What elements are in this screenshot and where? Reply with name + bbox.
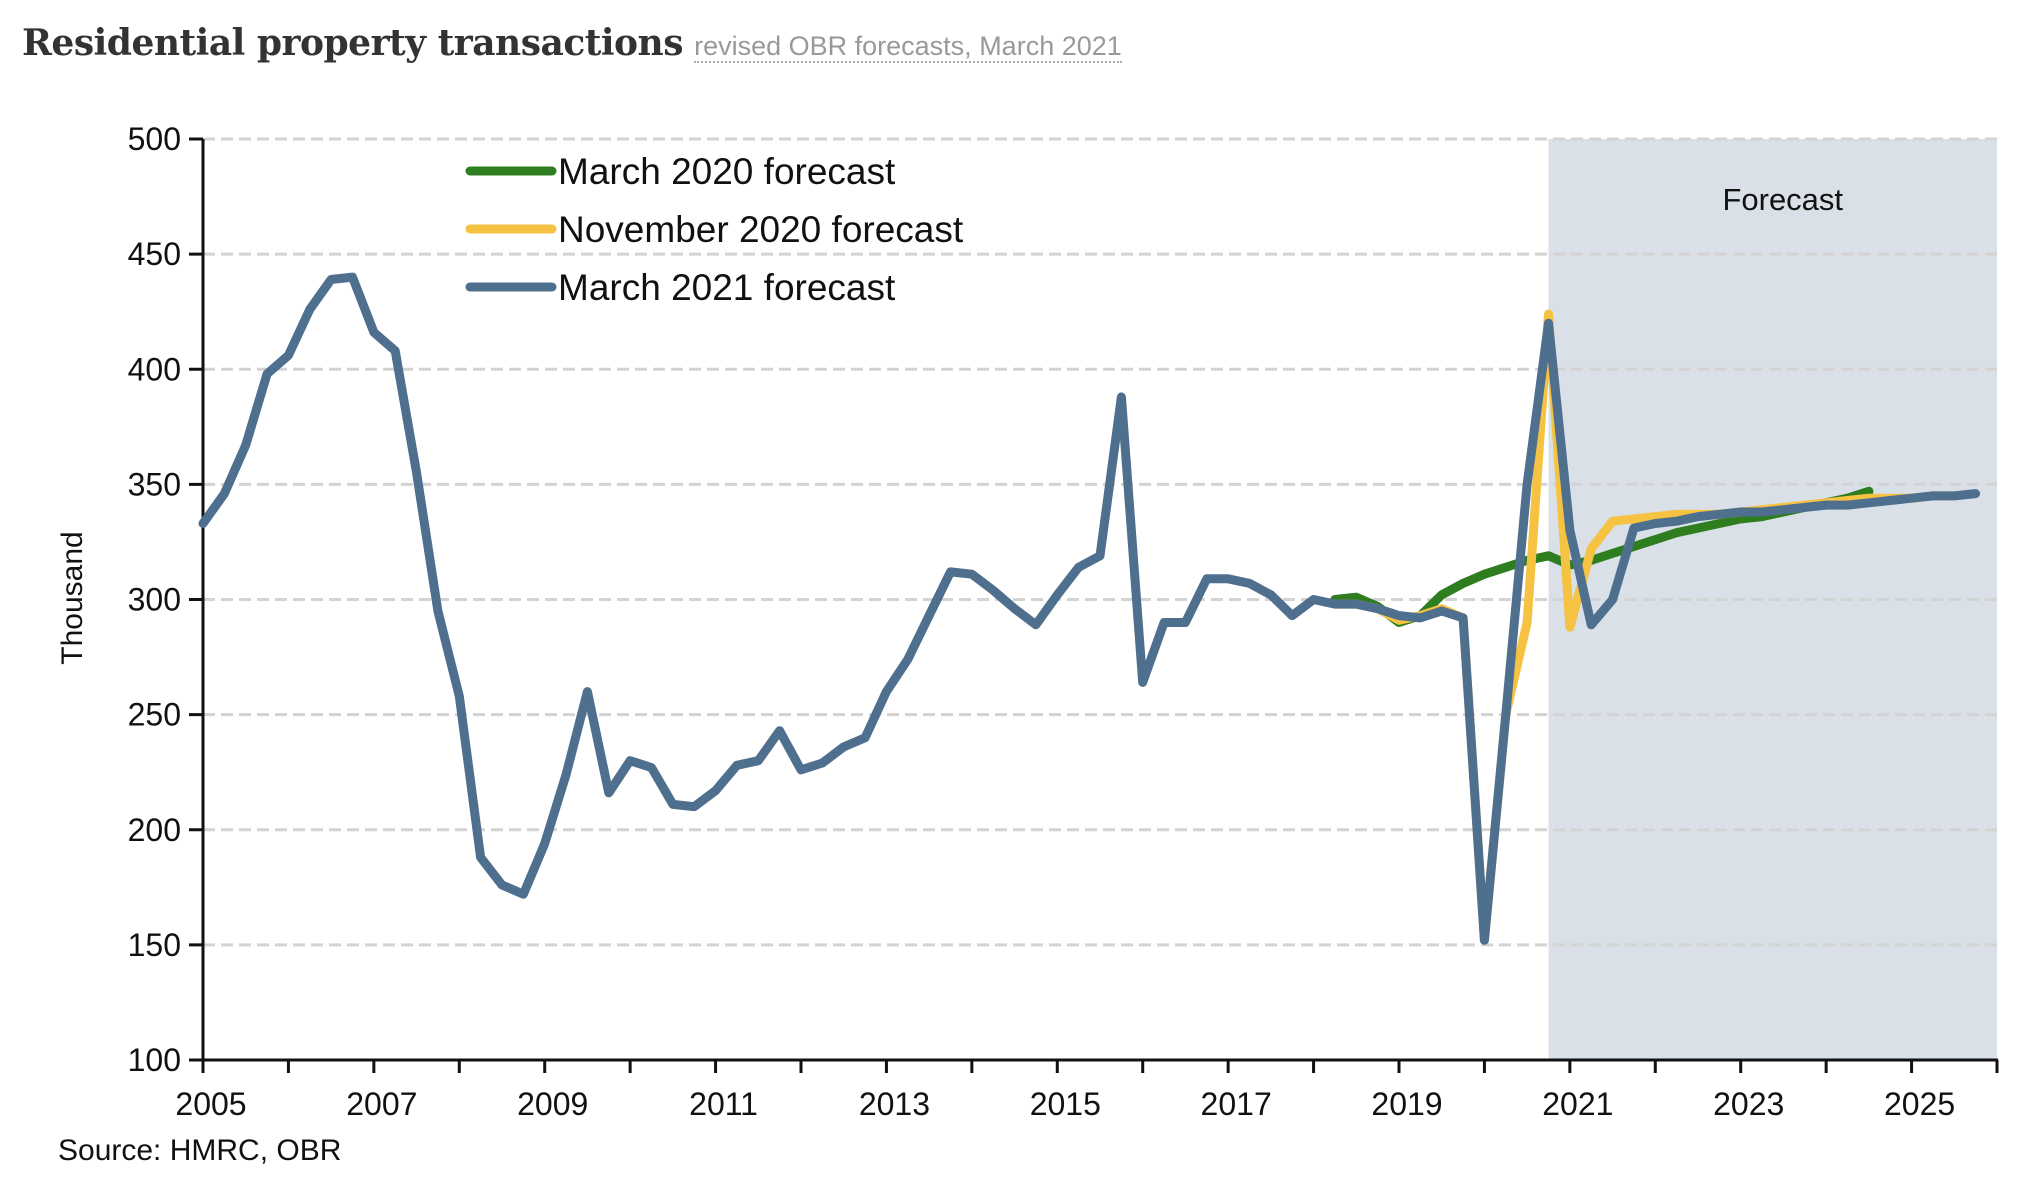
chart-title: Residential property transactions bbox=[22, 22, 684, 64]
y-tick-label: 500 bbox=[128, 121, 181, 157]
forecast-label: Forecast bbox=[1722, 182, 1843, 217]
x-tick-label: 2015 bbox=[1030, 1086, 1101, 1122]
y-tick-label: 300 bbox=[128, 582, 181, 618]
legend-label-november-2020-forecast: November 2020 forecast bbox=[558, 209, 964, 250]
legend-label-march-2021-forecast: March 2021 forecast bbox=[558, 267, 896, 308]
series-lines bbox=[198, 272, 1981, 945]
x-tick-label: 2017 bbox=[1201, 1086, 1272, 1122]
x-tick-label: 2013 bbox=[859, 1086, 930, 1122]
legend: March 2020 forecast November 2020 forecas… bbox=[465, 151, 964, 308]
chart-subtitle-link[interactable]: revised OBR forecasts, March 2021 bbox=[694, 31, 1122, 63]
y-tick-label: 250 bbox=[128, 697, 181, 733]
x-tick-label: 2023 bbox=[1713, 1086, 1784, 1122]
y-axis-title: Thousand bbox=[56, 531, 89, 664]
chart-header: Residential property transactions revise… bbox=[22, 22, 1122, 64]
y-tick-label: 200 bbox=[128, 812, 181, 848]
y-tick-label: 400 bbox=[128, 351, 181, 387]
legend-label-march-2020-forecast: March 2020 forecast bbox=[558, 151, 896, 192]
gridlines bbox=[203, 137, 1997, 947]
y-tick-label: 100 bbox=[128, 1042, 181, 1078]
y-tick-label: 350 bbox=[128, 466, 181, 502]
x-tick-label: 2005 bbox=[175, 1086, 246, 1122]
x-tick-label: 2007 bbox=[346, 1086, 417, 1122]
x-tick-label: 2009 bbox=[517, 1086, 588, 1122]
x-tick-label: 2019 bbox=[1371, 1086, 1442, 1122]
y-tick-label: 450 bbox=[128, 236, 181, 272]
series-line-march-2021-forecast bbox=[198, 272, 1981, 945]
x-tick-label: 2025 bbox=[1884, 1086, 1955, 1122]
y-tick-label: 150 bbox=[128, 927, 181, 963]
axes: 100 150 200 250 300 350 400 450 500 2005 2007 2009 2… bbox=[128, 121, 1999, 1122]
source-note: Source: HMRC, OBR bbox=[58, 1134, 341, 1167]
x-tick-label: 2021 bbox=[1542, 1086, 1613, 1122]
x-tick-label: 2011 bbox=[689, 1086, 758, 1122]
